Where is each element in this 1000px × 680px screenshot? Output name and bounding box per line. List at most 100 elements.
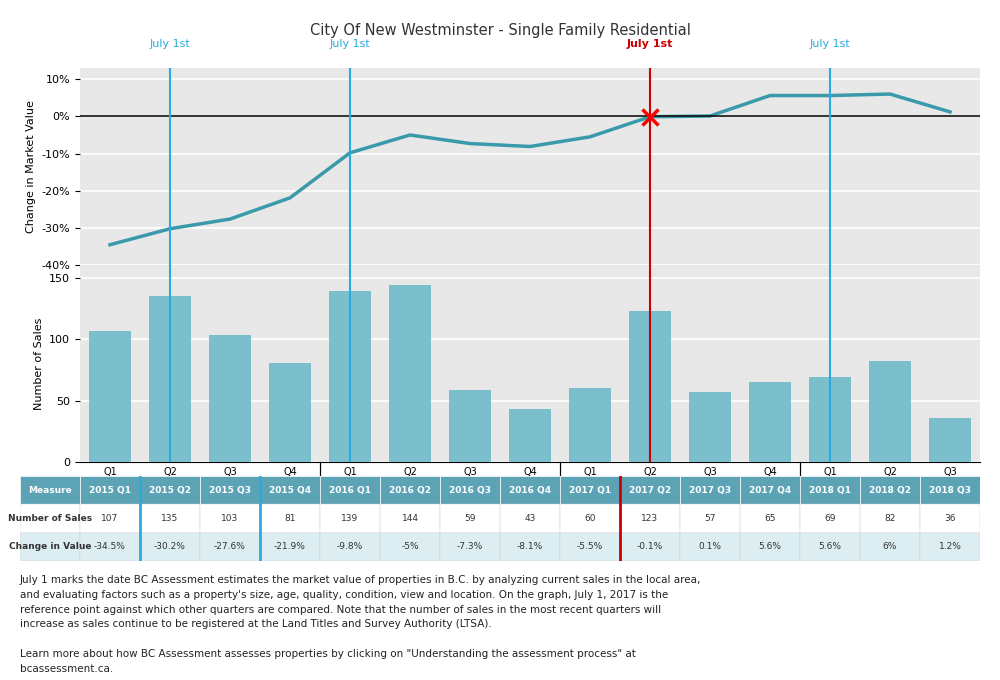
FancyBboxPatch shape <box>560 476 620 505</box>
Text: July 1st: July 1st <box>150 39 190 49</box>
Bar <box>269 362 311 462</box>
Text: 2018 Q1: 2018 Q1 <box>809 486 851 494</box>
Text: bcassessment.ca.: bcassessment.ca. <box>20 664 113 675</box>
Text: reference point against which other quarters are compared. Note that the number : reference point against which other quar… <box>20 605 661 615</box>
Text: -30.2%: -30.2% <box>154 543 186 551</box>
Text: 139: 139 <box>341 514 359 523</box>
FancyBboxPatch shape <box>500 532 560 561</box>
Text: 1.2%: 1.2% <box>939 543 961 551</box>
Text: 36: 36 <box>944 514 956 523</box>
Text: 69: 69 <box>824 514 836 523</box>
Text: 43: 43 <box>524 514 536 523</box>
Text: 2015 Q3: 2015 Q3 <box>209 486 251 494</box>
Text: Learn more about how BC Assessment assesses properties by clicking on "Understan: Learn more about how BC Assessment asses… <box>20 649 636 660</box>
FancyBboxPatch shape <box>140 532 200 561</box>
Text: -7.3%: -7.3% <box>457 543 483 551</box>
Text: 2018: 2018 <box>875 498 905 511</box>
FancyBboxPatch shape <box>620 532 680 561</box>
Bar <box>809 377 851 462</box>
FancyBboxPatch shape <box>320 532 380 561</box>
FancyBboxPatch shape <box>200 505 260 532</box>
FancyBboxPatch shape <box>260 532 320 561</box>
FancyBboxPatch shape <box>800 505 860 532</box>
Text: 2017 Q1: 2017 Q1 <box>569 486 611 494</box>
Text: July 1st: July 1st <box>627 39 673 49</box>
Text: 2015 Q2: 2015 Q2 <box>149 486 191 494</box>
Text: -5.5%: -5.5% <box>577 543 603 551</box>
Text: 144: 144 <box>402 514 418 523</box>
FancyBboxPatch shape <box>20 476 80 505</box>
Bar <box>149 296 191 462</box>
FancyBboxPatch shape <box>620 476 680 505</box>
Text: 59: 59 <box>464 514 476 523</box>
Bar <box>209 335 251 462</box>
FancyBboxPatch shape <box>680 532 740 561</box>
Text: 2017 Q4: 2017 Q4 <box>749 486 791 494</box>
Text: -34.5%: -34.5% <box>94 543 126 551</box>
Bar <box>749 382 791 462</box>
FancyBboxPatch shape <box>500 476 560 505</box>
Text: -9.8%: -9.8% <box>337 543 363 551</box>
Text: 65: 65 <box>764 514 776 523</box>
Text: -27.6%: -27.6% <box>214 543 246 551</box>
Text: 103: 103 <box>221 514 239 523</box>
FancyBboxPatch shape <box>260 476 320 505</box>
FancyBboxPatch shape <box>140 476 200 505</box>
FancyBboxPatch shape <box>920 505 980 532</box>
FancyBboxPatch shape <box>560 532 620 561</box>
Text: 2018 Q3: 2018 Q3 <box>929 486 971 494</box>
FancyBboxPatch shape <box>920 532 980 561</box>
Text: 5.6%: 5.6% <box>759 543 782 551</box>
FancyBboxPatch shape <box>80 532 140 561</box>
Text: 135: 135 <box>161 514 179 523</box>
Bar <box>569 388 611 462</box>
FancyBboxPatch shape <box>860 505 920 532</box>
Text: 60: 60 <box>584 514 596 523</box>
Text: 81: 81 <box>284 514 296 523</box>
Bar <box>89 330 131 462</box>
Text: 5.6%: 5.6% <box>818 543 842 551</box>
Text: 2018 Q2: 2018 Q2 <box>869 486 911 494</box>
Text: 2017 Q2: 2017 Q2 <box>629 486 671 494</box>
FancyBboxPatch shape <box>740 505 800 532</box>
FancyBboxPatch shape <box>320 476 380 505</box>
FancyBboxPatch shape <box>200 532 260 561</box>
Text: 123: 123 <box>641 514 659 523</box>
FancyBboxPatch shape <box>560 505 620 532</box>
FancyBboxPatch shape <box>200 476 260 505</box>
Text: Number of Sales: Number of Sales <box>8 514 92 523</box>
Bar <box>509 409 551 462</box>
Text: increase as sales continue to be registered at the Land Titles and Survey Author: increase as sales continue to be registe… <box>20 619 492 630</box>
Text: 2017 Q3: 2017 Q3 <box>689 486 731 494</box>
FancyBboxPatch shape <box>320 505 380 532</box>
FancyBboxPatch shape <box>80 505 140 532</box>
FancyBboxPatch shape <box>380 505 440 532</box>
Text: Change in Value: Change in Value <box>9 543 91 551</box>
FancyBboxPatch shape <box>440 505 500 532</box>
Text: -21.9%: -21.9% <box>274 543 306 551</box>
FancyBboxPatch shape <box>380 532 440 561</box>
FancyBboxPatch shape <box>20 532 80 561</box>
Text: and evaluating factors such as a property's size, age, quality, condition, view : and evaluating factors such as a propert… <box>20 590 668 600</box>
Text: 2016 Q4: 2016 Q4 <box>509 486 551 494</box>
FancyBboxPatch shape <box>860 532 920 561</box>
Bar <box>329 291 371 462</box>
FancyBboxPatch shape <box>80 476 140 505</box>
Text: -5%: -5% <box>401 543 419 551</box>
FancyBboxPatch shape <box>920 476 980 505</box>
FancyBboxPatch shape <box>140 505 200 532</box>
FancyBboxPatch shape <box>740 532 800 561</box>
Bar <box>389 285 431 462</box>
FancyBboxPatch shape <box>440 532 500 561</box>
Text: July 1 marks the date BC Assessment estimates the market value of properties in : July 1 marks the date BC Assessment esti… <box>20 575 701 585</box>
FancyBboxPatch shape <box>680 476 740 505</box>
Text: 2016 Q1: 2016 Q1 <box>329 486 371 494</box>
Text: 2016 Q3: 2016 Q3 <box>449 486 491 494</box>
FancyBboxPatch shape <box>740 476 800 505</box>
Text: 82: 82 <box>884 514 896 523</box>
Y-axis label: Change in Market Value: Change in Market Value <box>26 100 36 233</box>
Text: July 1st: July 1st <box>810 39 850 49</box>
Bar <box>689 392 731 462</box>
Text: 57: 57 <box>704 514 716 523</box>
Bar <box>449 390 491 462</box>
